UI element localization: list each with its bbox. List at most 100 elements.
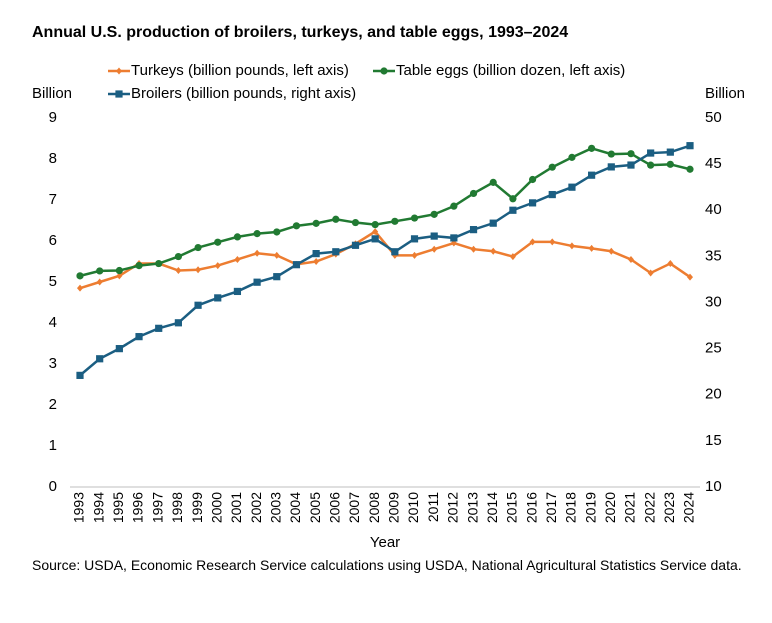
x-tick-label: 2002 <box>248 492 264 523</box>
data-point <box>627 161 635 169</box>
data-point <box>312 219 320 227</box>
data-point <box>155 259 163 268</box>
data-point <box>116 272 123 280</box>
x-tick-label: 2006 <box>327 492 343 523</box>
data-point <box>568 153 576 161</box>
data-point <box>607 150 615 158</box>
data-point <box>135 262 143 270</box>
data-point <box>115 266 123 275</box>
data-point <box>509 195 517 203</box>
data-point <box>489 219 497 227</box>
data-point <box>469 226 478 234</box>
data-point <box>292 261 301 269</box>
data-point <box>175 267 182 275</box>
series-line <box>79 144 691 377</box>
data-point <box>686 165 694 173</box>
data-point <box>96 267 104 275</box>
data-point <box>371 235 379 243</box>
data-point <box>195 266 202 274</box>
x-tick-label: 1998 <box>169 492 185 523</box>
x-tick-label: 2003 <box>267 492 283 523</box>
data-point <box>647 161 655 169</box>
x-tick-label: 2011 <box>425 492 441 522</box>
x-tick-label: 2020 <box>602 492 618 523</box>
x-tick-label: 2018 <box>563 492 579 523</box>
data-point <box>253 278 261 286</box>
data-point <box>450 234 458 242</box>
y2-tick-label: 35 <box>705 247 722 264</box>
data-point <box>174 319 182 327</box>
y-tick-label: 7 <box>49 191 57 208</box>
data-point <box>588 171 596 179</box>
data-point <box>234 255 241 263</box>
data-point <box>666 160 674 168</box>
y-tick-label: 6 <box>49 232 57 249</box>
data-point <box>450 202 458 210</box>
x-tick-label: 1994 <box>90 492 106 523</box>
data-point <box>607 163 615 171</box>
x-tick-label: 2009 <box>386 492 402 523</box>
x-tick-label: 2015 <box>504 492 520 523</box>
x-tick-label: 2016 <box>523 492 539 523</box>
data-point <box>529 238 536 246</box>
data-point <box>647 149 655 157</box>
x-tick-label: 2014 <box>484 492 500 523</box>
data-point <box>509 206 517 214</box>
x-tick-label: 2007 <box>346 492 362 523</box>
legend-label: Turkeys (billion pounds, left axis) <box>131 62 349 79</box>
data-point <box>528 199 537 207</box>
data-point <box>351 218 360 227</box>
y-tick-label: 4 <box>49 314 57 331</box>
data-point <box>214 294 222 302</box>
data-point <box>233 287 242 296</box>
y-tick-label: 1 <box>49 437 57 454</box>
data-point <box>430 210 438 218</box>
data-point <box>627 255 634 263</box>
data-point <box>273 251 280 259</box>
data-point <box>509 253 516 261</box>
data-point <box>76 272 84 280</box>
data-point <box>686 142 694 150</box>
data-point <box>135 333 143 341</box>
data-point <box>588 244 595 252</box>
data-point <box>528 175 537 184</box>
data-point <box>313 258 320 265</box>
data-point <box>666 148 674 156</box>
data-point <box>77 284 83 292</box>
data-point <box>372 228 379 236</box>
x-axis-label: Year <box>370 534 400 550</box>
x-tick-label: 2000 <box>208 492 224 523</box>
x-tick-label: 2010 <box>405 492 421 523</box>
data-point <box>96 278 103 286</box>
data-point <box>214 238 222 246</box>
chart: Annual U.S. production of broilers, turk… <box>32 24 745 550</box>
data-point <box>194 243 202 252</box>
y-axis-label: Billion <box>32 85 72 102</box>
y2-tick-label: 50 <box>705 109 722 126</box>
x-tick-label: 1997 <box>149 492 165 523</box>
data-point <box>469 189 478 198</box>
y2-tick-label: 20 <box>705 386 722 403</box>
data-point <box>155 324 163 332</box>
x-tick-label: 2023 <box>661 492 677 523</box>
source-note: Source: USDA, Economic Research Service … <box>32 557 742 573</box>
y2-tick-label: 40 <box>705 201 722 218</box>
data-point <box>76 371 84 379</box>
x-tick-label: 2019 <box>582 492 598 523</box>
data-point <box>273 273 281 281</box>
data-point <box>568 183 576 191</box>
y2-tick-label: 25 <box>705 340 722 357</box>
x-tick-label: 2013 <box>464 492 480 523</box>
y-tick-label: 5 <box>49 273 57 290</box>
data-point <box>548 163 556 171</box>
x-tick-label: 2001 <box>228 492 244 523</box>
data-point <box>254 249 261 257</box>
data-point <box>489 178 497 186</box>
data-point <box>608 247 615 255</box>
series-line <box>79 147 691 278</box>
data-point <box>627 150 635 158</box>
y2-tick-label: 30 <box>705 293 722 310</box>
y2-tick-label: 45 <box>705 155 722 172</box>
data-point <box>194 301 202 309</box>
